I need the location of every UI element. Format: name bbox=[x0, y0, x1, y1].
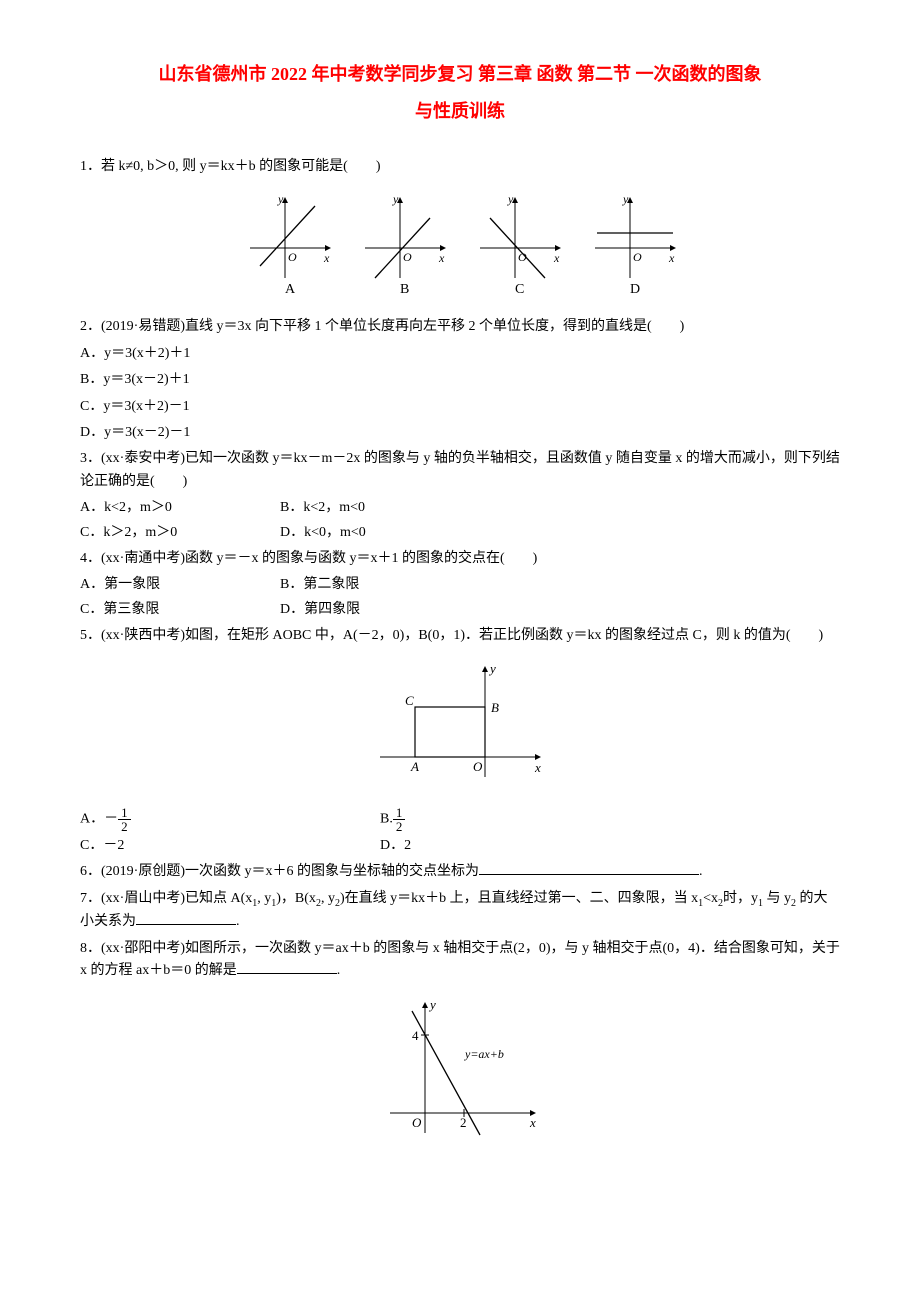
q8-blank bbox=[237, 973, 337, 974]
q6-before: 6．(2019·原创题)一次函数 y＝x＋6 的图象与坐标轴的交点坐标为 bbox=[80, 864, 479, 879]
q5-b-prefix: B. bbox=[380, 812, 393, 827]
q1-label-b: B bbox=[400, 282, 409, 297]
q7-stem: 7．(xx·眉山中考)已知点 A(x1, y1)，B(x2, y2)在直线 y＝… bbox=[80, 888, 840, 934]
q3-stem: 3．(xx·泰安中考)已知一次函数 y＝kx－m－2x 的图象与 y 轴的负半轴… bbox=[80, 448, 840, 493]
q2-opt-a: A．y＝3(x＋2)＋1 bbox=[80, 343, 840, 365]
svg-text:O: O bbox=[412, 1115, 422, 1130]
q3-opt-b: B．k<2，m<0 bbox=[280, 497, 440, 519]
q5-figure: y x O C B A bbox=[80, 657, 840, 795]
q8-after: . bbox=[337, 963, 341, 978]
q6-after: . bbox=[699, 864, 703, 879]
q4-opt-d: D．第四象限 bbox=[280, 599, 440, 621]
q8-figure: y x O 4 2 y=ax+b bbox=[80, 993, 840, 1151]
q7-p5: )在直线 y＝kx＋b 上，且直线经过第一、二、四象限，当 x bbox=[340, 891, 698, 906]
svg-text:y: y bbox=[392, 192, 399, 206]
q2-opt-c: C．y＝3(x＋2)－1 bbox=[80, 396, 840, 418]
svg-text:y: y bbox=[507, 192, 514, 206]
q1-stem: 1．若 k≠0, b＞0, 则 y＝kx＋b 的图象可能是( ) bbox=[80, 156, 840, 178]
q1-label-c: C bbox=[515, 282, 524, 297]
q7-p6: <x bbox=[703, 891, 718, 906]
q7-after: . bbox=[236, 914, 240, 929]
q4-opt-b: B．第二象限 bbox=[280, 574, 440, 596]
svg-text:O: O bbox=[633, 250, 642, 264]
q2-stem: 2．(2019·易错题)直线 y＝3x 向下平移 1 个单位长度再向左平移 2 … bbox=[80, 316, 840, 338]
svg-text:O: O bbox=[403, 250, 412, 264]
q7-p3: )，B(x bbox=[276, 891, 316, 906]
q1-label-a: A bbox=[285, 282, 296, 297]
q5-opt-c: C．－2 bbox=[80, 835, 240, 857]
q4-opt-c: C．第三象限 bbox=[80, 599, 240, 621]
svg-text:O: O bbox=[473, 759, 483, 774]
q5-opt-d: D．2 bbox=[380, 835, 540, 857]
svg-text:x: x bbox=[553, 251, 560, 265]
q7-p4: , y bbox=[321, 891, 335, 906]
q6-blank bbox=[479, 874, 699, 875]
svg-text:y: y bbox=[428, 997, 436, 1012]
q7-blank bbox=[136, 924, 236, 925]
q2-opt-d: D．y＝3(x－2)－1 bbox=[80, 422, 840, 444]
svg-text:y: y bbox=[488, 661, 496, 676]
doc-title-line1: 山东省德州市 2022 年中考数学同步复习 第三章 函数 第二节 一次函数的图象 bbox=[80, 60, 840, 89]
svg-text:O: O bbox=[288, 250, 297, 264]
q4-stem: 4．(xx·南通中考)函数 y＝－x 的图象与函数 y＝x＋1 的图象的交点在(… bbox=[80, 548, 840, 570]
doc-title-line2: 与性质训练 bbox=[80, 97, 840, 126]
svg-text:4: 4 bbox=[412, 1028, 419, 1043]
q5-a-prefix: A．－ bbox=[80, 812, 118, 827]
svg-text:2: 2 bbox=[460, 1115, 467, 1130]
q1-label-d: D bbox=[630, 282, 640, 297]
q5-stem: 5．(xx·陕西中考)如图，在矩形 AOBC 中，A(－2，0)，B(0，1)．… bbox=[80, 625, 840, 647]
svg-text:x: x bbox=[529, 1115, 536, 1130]
q3-opt-c: C．k＞2，m＞0 bbox=[80, 522, 240, 544]
q8-stem: 8．(xx·邵阳中考)如图所示，一次函数 y＝ax＋b 的图象与 x 轴相交于点… bbox=[80, 938, 840, 983]
svg-text:y: y bbox=[277, 192, 284, 206]
svg-text:x: x bbox=[668, 251, 675, 265]
q7-p8: 与 y bbox=[763, 891, 791, 906]
q3-opt-a: A．k<2，m＞0 bbox=[80, 497, 240, 519]
svg-text:y: y bbox=[622, 192, 629, 206]
q4-opt-a: A．第一象限 bbox=[80, 574, 240, 596]
q7-p2: , y bbox=[257, 891, 271, 906]
q3-opt-d: D．k<0，m<0 bbox=[280, 522, 440, 544]
q8-before: 8．(xx·邵阳中考)如图所示，一次函数 y＝ax＋b 的图象与 x 轴相交于点… bbox=[80, 941, 840, 978]
q7-p1: 7．(xx·眉山中考)已知点 A(x bbox=[80, 891, 252, 906]
q5-opt-b: B.12 bbox=[380, 806, 540, 833]
svg-text:x: x bbox=[534, 760, 541, 775]
q8-line-label: y=ax+b bbox=[464, 1047, 504, 1061]
svg-text:x: x bbox=[438, 251, 445, 265]
q1-figure: y x O A y x O B y x O C bbox=[80, 188, 840, 306]
svg-text:x: x bbox=[323, 251, 330, 265]
svg-text:B: B bbox=[491, 700, 499, 715]
q7-p7: 时，y bbox=[723, 891, 758, 906]
q2-opt-b: B．y＝3(x－2)＋1 bbox=[80, 369, 840, 391]
q6-stem: 6．(2019·原创题)一次函数 y＝x＋6 的图象与坐标轴的交点坐标为. bbox=[80, 861, 840, 883]
svg-text:C: C bbox=[405, 693, 414, 708]
svg-text:A: A bbox=[410, 759, 419, 774]
q5-opt-a: A．－12 bbox=[80, 806, 240, 833]
